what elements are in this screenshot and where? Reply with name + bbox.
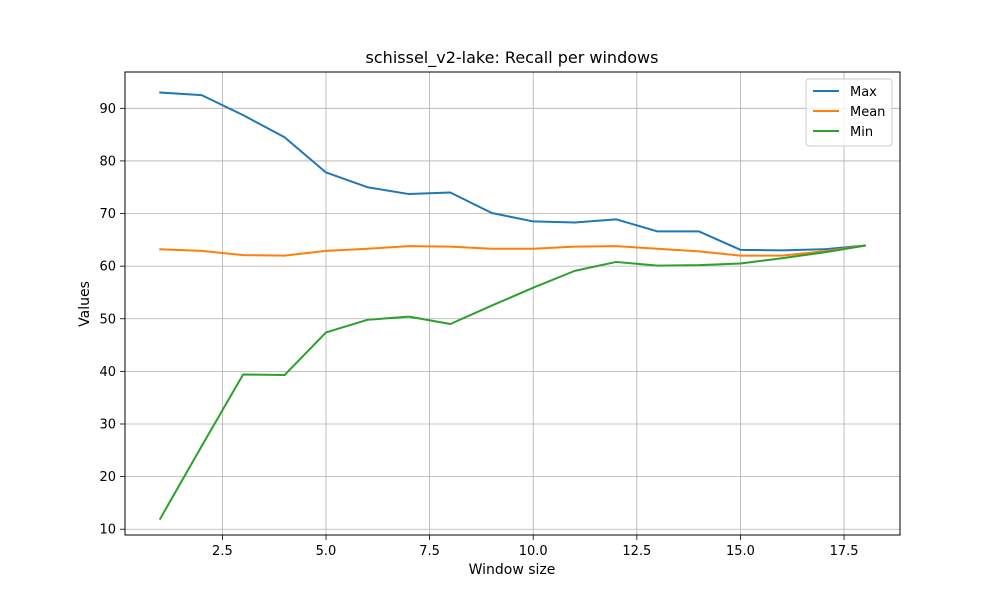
y-tick-label: 20	[99, 470, 116, 485]
legend-label: Mean	[850, 105, 885, 120]
x-tick-label: 7.5	[419, 544, 440, 559]
x-tick-label: 15.0	[726, 544, 755, 559]
y-tick-label: 50	[99, 312, 116, 327]
y-tick-label: 90	[99, 102, 116, 117]
series-line-mean	[159, 244, 866, 257]
x-tick-label: 5.0	[316, 544, 337, 559]
y-tick-label: 10	[99, 523, 116, 538]
x-tick-label: 10.0	[519, 544, 548, 559]
legend-label: Min	[850, 125, 873, 140]
legend-label: Max	[850, 85, 877, 100]
grid	[125, 72, 900, 535]
x-axis: 2.5 5.0 7.5 10.0 12.5 15.0 17.5	[212, 535, 859, 559]
x-tick-label: 17.5	[830, 544, 859, 559]
y-tick-label: 60	[99, 260, 116, 275]
x-tick-label: 12.5	[622, 544, 651, 559]
legend: Max Mean Min	[805, 78, 893, 147]
y-tick-label: 40	[99, 365, 116, 380]
x-tick-label: 2.5	[212, 544, 233, 559]
y-tick-label: 80	[99, 154, 116, 169]
series-layer	[158, 91, 866, 521]
series-line-max	[159, 91, 866, 252]
chart-title: schissel_v2-lake: Recall per windows	[366, 48, 659, 68]
y-tick-label: 30	[99, 417, 116, 432]
x-axis-label: Window size	[469, 562, 556, 578]
y-axis: 10 20 30 40 50 60 70 80 90	[99, 102, 125, 538]
series-line-min	[158, 244, 866, 521]
y-tick-label: 70	[99, 207, 116, 222]
legend-frame	[805, 78, 893, 147]
plot-frame	[124, 71, 901, 536]
y-axis-label: Values	[77, 281, 93, 327]
